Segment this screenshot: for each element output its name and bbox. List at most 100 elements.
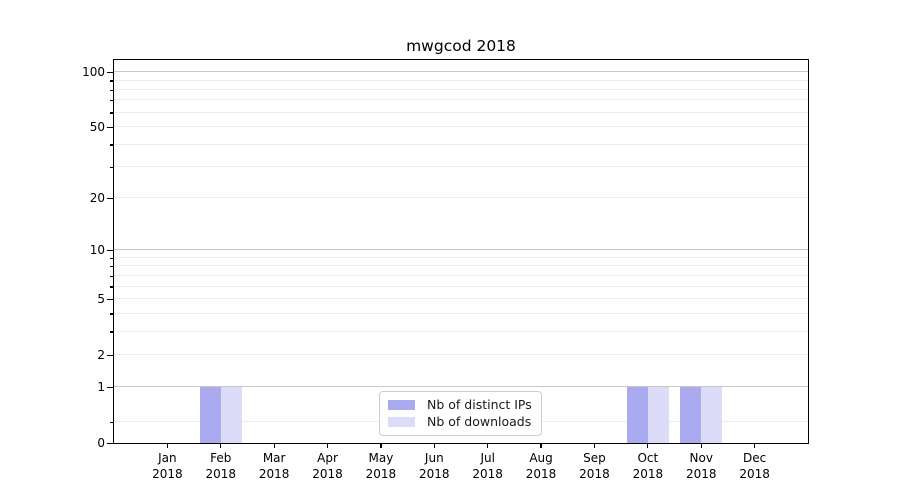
legend: Nb of distinct IPs Nb of downloads (379, 391, 542, 436)
x-tick-mark (487, 443, 489, 448)
y-minor-tick-mark (110, 331, 113, 333)
plot-area: 0 1 2 5 10 20 50 100 Jan 2018 Feb 2018 Mar 2018 Apr 20… (82, 59, 809, 481)
x-tick-year: 2018 (685, 466, 717, 481)
y-minor-tick-mark (110, 144, 113, 146)
y-minor-tick-mark (110, 257, 113, 259)
x-tick-label: Nov 2018 (669, 451, 733, 482)
y-tick-mark (107, 250, 113, 252)
y-minor-tick-mark (110, 100, 113, 102)
minor-gridline (114, 197, 808, 199)
minor-gridline (114, 274, 808, 276)
x-tick-year: 2018 (365, 466, 397, 481)
y-minor-tick-mark (110, 421, 113, 423)
minor-gridline (114, 88, 808, 90)
legend-label: Nb of distinct IPs (427, 397, 532, 413)
major-gridline (114, 249, 808, 251)
y-minor-tick-mark (110, 89, 113, 91)
x-tick-month: May (368, 451, 394, 465)
x-tick-month: Jul (480, 451, 495, 465)
y-tick-label: 1 (97, 380, 105, 395)
minor-gridline (114, 265, 808, 267)
legend-swatch (388, 416, 415, 427)
y-minor-tick-mark (110, 112, 113, 114)
x-tick-mark (433, 443, 435, 448)
y-minor-tick-mark (110, 275, 113, 277)
y-tick-label: 0 (97, 436, 105, 450)
x-tick-label: Jul 2018 (456, 451, 520, 482)
x-tick-mark (220, 443, 222, 448)
y-tick-label: 5 (97, 292, 105, 307)
minor-gridline (114, 353, 808, 355)
x-tick-mark (166, 443, 168, 448)
x-tick-year: 2018 (472, 466, 503, 481)
minor-gridline (114, 166, 808, 168)
x-tick-mark (647, 443, 649, 448)
x-tick-label: Apr 2018 (296, 451, 360, 482)
x-tick-year: 2018 (312, 466, 343, 481)
x-tick-label: May 2018 (349, 451, 413, 482)
bar-distinct-ips (626, 387, 648, 443)
x-tick-mark (540, 443, 542, 448)
x-tick-month: Jun (424, 451, 444, 465)
x-tick-year: 2018 (152, 466, 183, 481)
y-minor-tick-mark (110, 313, 113, 315)
minor-gridline (114, 330, 808, 332)
minor-gridline (114, 126, 808, 128)
x-tick-month: Jan (158, 451, 177, 465)
y-minor-tick-mark (110, 266, 113, 268)
legend-label: Nb of downloads (427, 413, 532, 429)
x-tick-month: Dec (742, 451, 767, 465)
minor-gridline (114, 79, 808, 81)
y-tick-mark (107, 71, 113, 74)
minor-gridline (114, 285, 808, 287)
bar-downloads (647, 387, 669, 443)
bar-downloads (701, 387, 723, 443)
bar-distinct-ips (199, 387, 221, 443)
minor-gridline (114, 143, 808, 145)
x-tick-mark (593, 443, 596, 448)
x-tick-year: 2018 (739, 466, 770, 481)
y-tick-label: 50 (89, 120, 105, 135)
y-tick-mark (107, 198, 113, 200)
x-tick-label: Oct 2018 (616, 451, 680, 482)
legend-swatch (388, 400, 415, 411)
x-tick-month: Feb (210, 451, 232, 465)
minor-gridline (114, 99, 808, 101)
x-tick-mark (273, 443, 275, 448)
y-tick-mark (107, 354, 113, 356)
major-gridline (114, 71, 808, 73)
y-tick-mark (107, 126, 113, 129)
y-tick-mark (107, 298, 113, 301)
x-tick-label: Mar 2018 (242, 451, 306, 482)
x-tick-label: Jun 2018 (402, 451, 466, 482)
x-tick-label: Dec 2018 (723, 451, 787, 482)
minor-gridline (114, 298, 808, 300)
y-minor-tick-mark (110, 286, 113, 288)
minor-gridline (114, 111, 808, 113)
bar-downloads (220, 387, 242, 443)
x-tick-mark (326, 443, 329, 448)
y-tick-label: 100 (82, 65, 105, 80)
x-tick-label: Feb 2018 (189, 451, 253, 482)
bar-distinct-ips (680, 387, 702, 443)
y-tick-label: 10 (89, 243, 105, 258)
minor-gridline (114, 312, 808, 314)
x-tick-month: Aug (529, 451, 553, 465)
x-tick-month: Nov (689, 451, 713, 465)
x-tick-label: Jan 2018 (135, 451, 199, 482)
x-tick-month: Apr (317, 451, 338, 465)
x-tick-label: Sep 2018 (562, 451, 626, 482)
legend-row: Nb of downloads (388, 414, 532, 431)
x-tick-year: 2018 (525, 466, 557, 481)
y-minor-tick-mark (110, 166, 113, 169)
x-tick-year: 2018 (258, 466, 290, 481)
y-minor-tick-mark (110, 80, 113, 82)
x-tick-year: 2018 (632, 466, 664, 481)
y-tick-mark (107, 442, 113, 444)
x-tick-mark (754, 443, 756, 448)
y-tick-label: 2 (97, 347, 105, 362)
x-tick-month: Mar (262, 451, 286, 465)
x-tick-month: Sep (583, 451, 606, 465)
minor-gridline (114, 256, 808, 258)
legend-row: Nb of distinct IPs (388, 397, 532, 414)
